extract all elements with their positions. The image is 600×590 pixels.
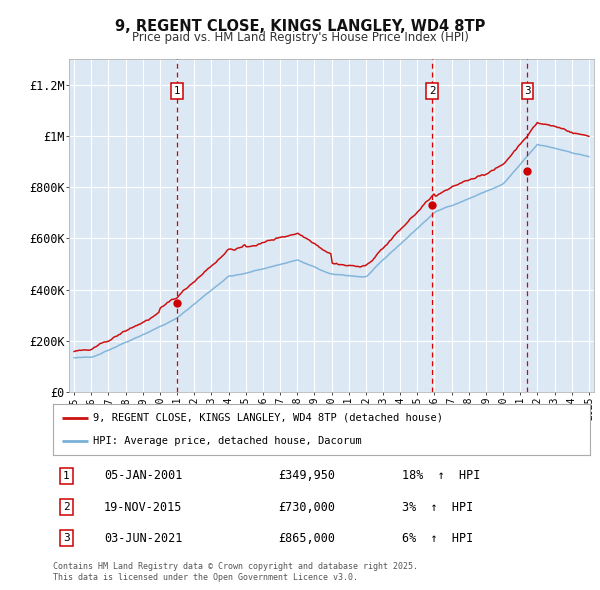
Text: Price paid vs. HM Land Registry's House Price Index (HPI): Price paid vs. HM Land Registry's House … [131,31,469,44]
Text: 9, REGENT CLOSE, KINGS LANGLEY, WD4 8TP (detached house): 9, REGENT CLOSE, KINGS LANGLEY, WD4 8TP … [93,412,443,422]
Text: 19-NOV-2015: 19-NOV-2015 [104,500,182,514]
Text: £730,000: £730,000 [278,500,335,514]
Text: HPI: Average price, detached house, Dacorum: HPI: Average price, detached house, Daco… [93,437,362,447]
Text: 9, REGENT CLOSE, KINGS LANGLEY, WD4 8TP: 9, REGENT CLOSE, KINGS LANGLEY, WD4 8TP [115,19,485,34]
Text: 18%  ↑  HPI: 18% ↑ HPI [402,470,480,483]
Text: £349,950: £349,950 [278,470,335,483]
Text: £865,000: £865,000 [278,532,335,545]
Text: 05-JAN-2001: 05-JAN-2001 [104,470,182,483]
Text: 1: 1 [63,471,70,481]
Text: Contains HM Land Registry data © Crown copyright and database right 2025.
This d: Contains HM Land Registry data © Crown c… [53,562,418,582]
Text: 2: 2 [63,502,70,512]
Text: 3%  ↑  HPI: 3% ↑ HPI [402,500,473,514]
Text: 1: 1 [174,86,181,96]
Text: 2: 2 [429,86,436,96]
Text: 3: 3 [524,86,531,96]
Text: 6%  ↑  HPI: 6% ↑ HPI [402,532,473,545]
Text: 3: 3 [63,533,70,543]
Text: 03-JUN-2021: 03-JUN-2021 [104,532,182,545]
